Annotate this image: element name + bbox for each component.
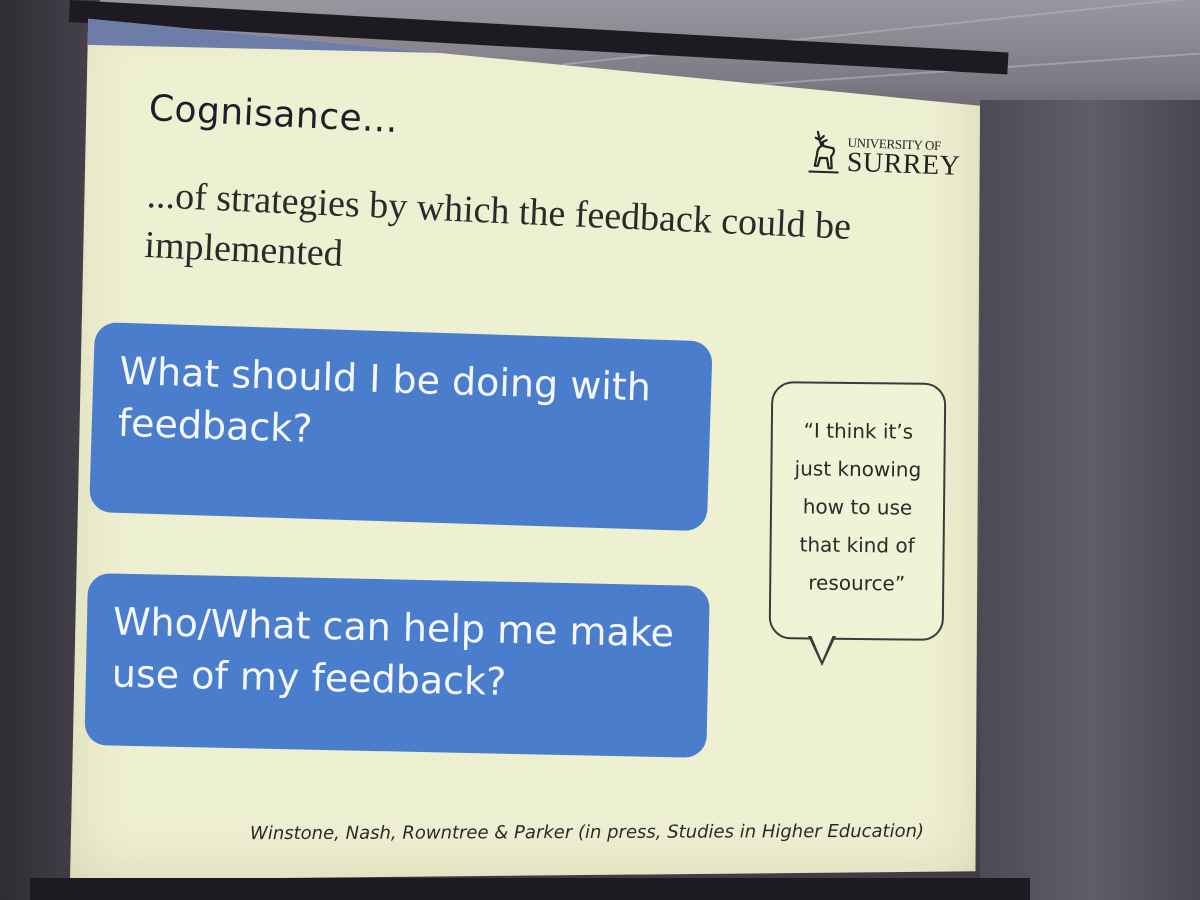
right-wall — [980, 100, 1200, 900]
slide-citation: Winstone, Nash, Rowntree & Parker (in pr… — [249, 820, 925, 845]
logo-line-surrey: SURREY — [846, 146, 961, 182]
question-box-2: Who/What can help me make use of my feed… — [84, 573, 710, 758]
quote-text: “I think it’s just knowing how to use th… — [794, 418, 922, 596]
stag-icon — [808, 130, 839, 174]
speech-bubble-tail-fill — [811, 635, 833, 661]
question-box-1-text: What should I be doing with feedback? — [117, 348, 652, 451]
projector-screen-bottom-bar — [30, 878, 1030, 900]
university-logo: UNIVERSITY OF SURREY — [804, 127, 961, 192]
question-box-2-text: Who/What can help me make use of my feed… — [111, 599, 675, 704]
question-box-1: What should I be doing with feedback? — [89, 322, 713, 532]
quote-speech-bubble: “I think it’s just knowing how to use th… — [768, 381, 947, 641]
